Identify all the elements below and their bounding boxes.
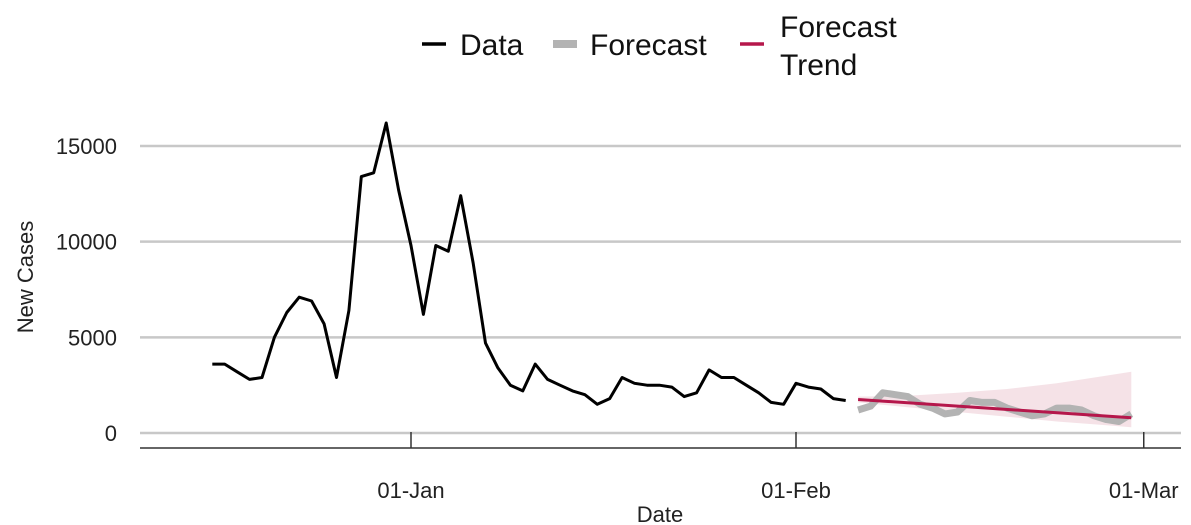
legend-label-forecast: Forecast <box>590 29 707 62</box>
axes: 0 5000 10000 15000 01-Jan 01-Feb 01-Mar Date New… <box>13 134 1181 525</box>
legend: Data Forecast Forecast Trend <box>422 11 897 82</box>
x-tick-label: 01-Jan <box>377 478 444 503</box>
x-tick-label: 01-Feb <box>761 478 831 503</box>
x-axis-title: Date <box>637 502 683 525</box>
series-line-forecast-trend <box>858 398 1132 420</box>
y-tick-label: 0 <box>105 421 117 446</box>
legend-label-forecast-trend: Forecast <box>780 11 897 44</box>
series-line-data <box>212 121 846 406</box>
series-line-forecast <box>857 389 1134 425</box>
legend-label-data: Data <box>460 29 524 62</box>
legend-label-forecast-trend: Trend <box>780 49 857 82</box>
x-tick-label: 01-Mar <box>1109 478 1179 503</box>
y-tick-label: 10000 <box>56 230 117 255</box>
series-layer <box>212 121 1134 425</box>
y-axis-title: New Cases <box>13 221 38 333</box>
y-tick-label: 15000 <box>56 134 117 159</box>
gridlines <box>140 144 1181 435</box>
y-tick-label: 5000 <box>68 325 117 350</box>
